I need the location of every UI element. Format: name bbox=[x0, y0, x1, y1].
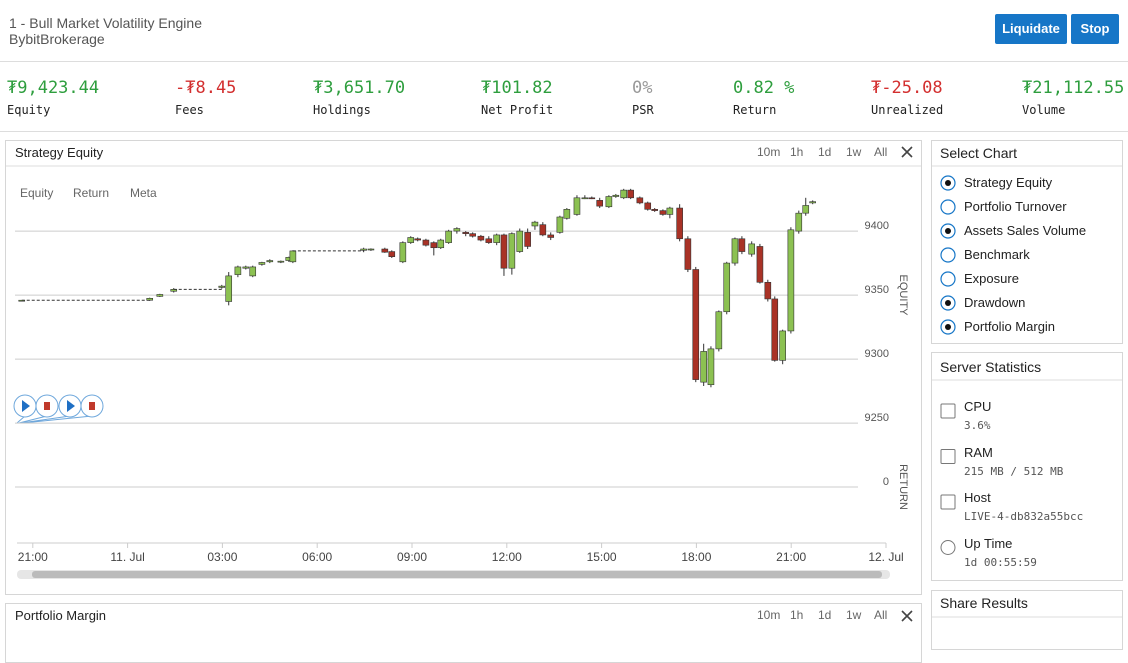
stat-value: ₮-25.08 bbox=[871, 78, 943, 98]
stat-label: Return bbox=[733, 103, 777, 117]
liquidate-button[interactable]: Liquidate bbox=[995, 14, 1067, 44]
stat-label: PSR bbox=[632, 103, 654, 117]
stat-label: Holdings bbox=[313, 103, 371, 117]
server-stat-value: 1d 00:55:59 bbox=[964, 555, 1037, 569]
server-stat-label: Up Time bbox=[964, 535, 1013, 551]
panel-title: Server Statistics bbox=[940, 359, 1042, 375]
stat-label: Net Profit bbox=[481, 103, 554, 117]
stat-value: ₮101.82 bbox=[481, 78, 553, 98]
chart-panel bbox=[5, 140, 922, 595]
stats-bar bbox=[0, 61, 1128, 132]
stat-value: ₮21,112.55 bbox=[1022, 78, 1125, 98]
stat-label: Volume bbox=[1022, 103, 1066, 117]
server-stats-panel bbox=[931, 352, 1123, 581]
chart-option[interactable]: Strategy Equity bbox=[964, 175, 1053, 190]
stat-value: ₮3,651.70 bbox=[313, 78, 406, 98]
chart-option[interactable]: Portfolio Turnover bbox=[964, 199, 1067, 214]
second-chart-panel bbox=[5, 603, 922, 663]
range-button[interactable]: All bbox=[874, 608, 888, 622]
stat-value: 0% bbox=[632, 78, 653, 98]
chart-option[interactable]: Drawdown bbox=[964, 295, 1026, 310]
page: 1 - Bull Market Volatility Engine BybitB… bbox=[0, 14, 1128, 663]
server-stat-label: Host bbox=[964, 490, 991, 505]
server-stat-value: 3.6% bbox=[964, 419, 991, 432]
chart-option[interactable]: Portfolio Margin bbox=[964, 319, 1056, 334]
server-stat-label: CPU bbox=[964, 399, 992, 414]
range-button[interactable]: 1h bbox=[790, 608, 804, 622]
server-stat-value: 215 MB / 512 MB bbox=[964, 464, 1064, 478]
range-button[interactable]: 1w bbox=[846, 145, 862, 159]
stat-value: 0.82 % bbox=[733, 78, 795, 98]
chart-option[interactable]: Assets Sales Volume bbox=[964, 223, 1087, 238]
brokerage: BybitBrokerage bbox=[9, 31, 105, 47]
stat-value: -₮8.45 bbox=[175, 78, 237, 98]
server-stat-label: RAM bbox=[964, 444, 993, 460]
panel-title: Share Results bbox=[940, 595, 1028, 611]
strategy-title: 1 - Bull Market Volatility Engine bbox=[9, 15, 202, 31]
server-stat-value: LIVE-4-db832a55bcc bbox=[964, 510, 1084, 523]
stat-value: ₮9,423.44 bbox=[7, 78, 100, 98]
range-button[interactable]: 10m bbox=[757, 145, 781, 159]
panel-title: Portfolio Margin bbox=[15, 608, 107, 623]
stat-label: Equity bbox=[7, 103, 51, 117]
stop-button[interactable]: Stop bbox=[1071, 14, 1119, 44]
chart-tab[interactable]: Meta bbox=[130, 186, 157, 200]
select-chart-panel bbox=[931, 140, 1123, 344]
panel-title: Strategy Equity bbox=[15, 145, 104, 160]
chart-tab[interactable]: Equity bbox=[20, 186, 54, 200]
range-button[interactable]: 1w bbox=[846, 608, 862, 622]
chart-option[interactable]: Benchmark bbox=[964, 247, 1030, 262]
range-button[interactable]: 1d bbox=[818, 608, 832, 622]
range-button[interactable]: 1h bbox=[790, 145, 804, 159]
stat-label: Unrealized bbox=[871, 103, 944, 117]
stat-label: Fees bbox=[175, 103, 204, 117]
range-button[interactable]: 1d bbox=[818, 145, 832, 159]
chart-tab[interactable]: Return bbox=[73, 186, 110, 200]
chart-option[interactable]: Exposure bbox=[964, 271, 1019, 286]
range-button[interactable]: 10m bbox=[757, 608, 781, 622]
range-button[interactable]: All bbox=[874, 145, 888, 159]
panel-title: Select Chart bbox=[940, 145, 1018, 161]
